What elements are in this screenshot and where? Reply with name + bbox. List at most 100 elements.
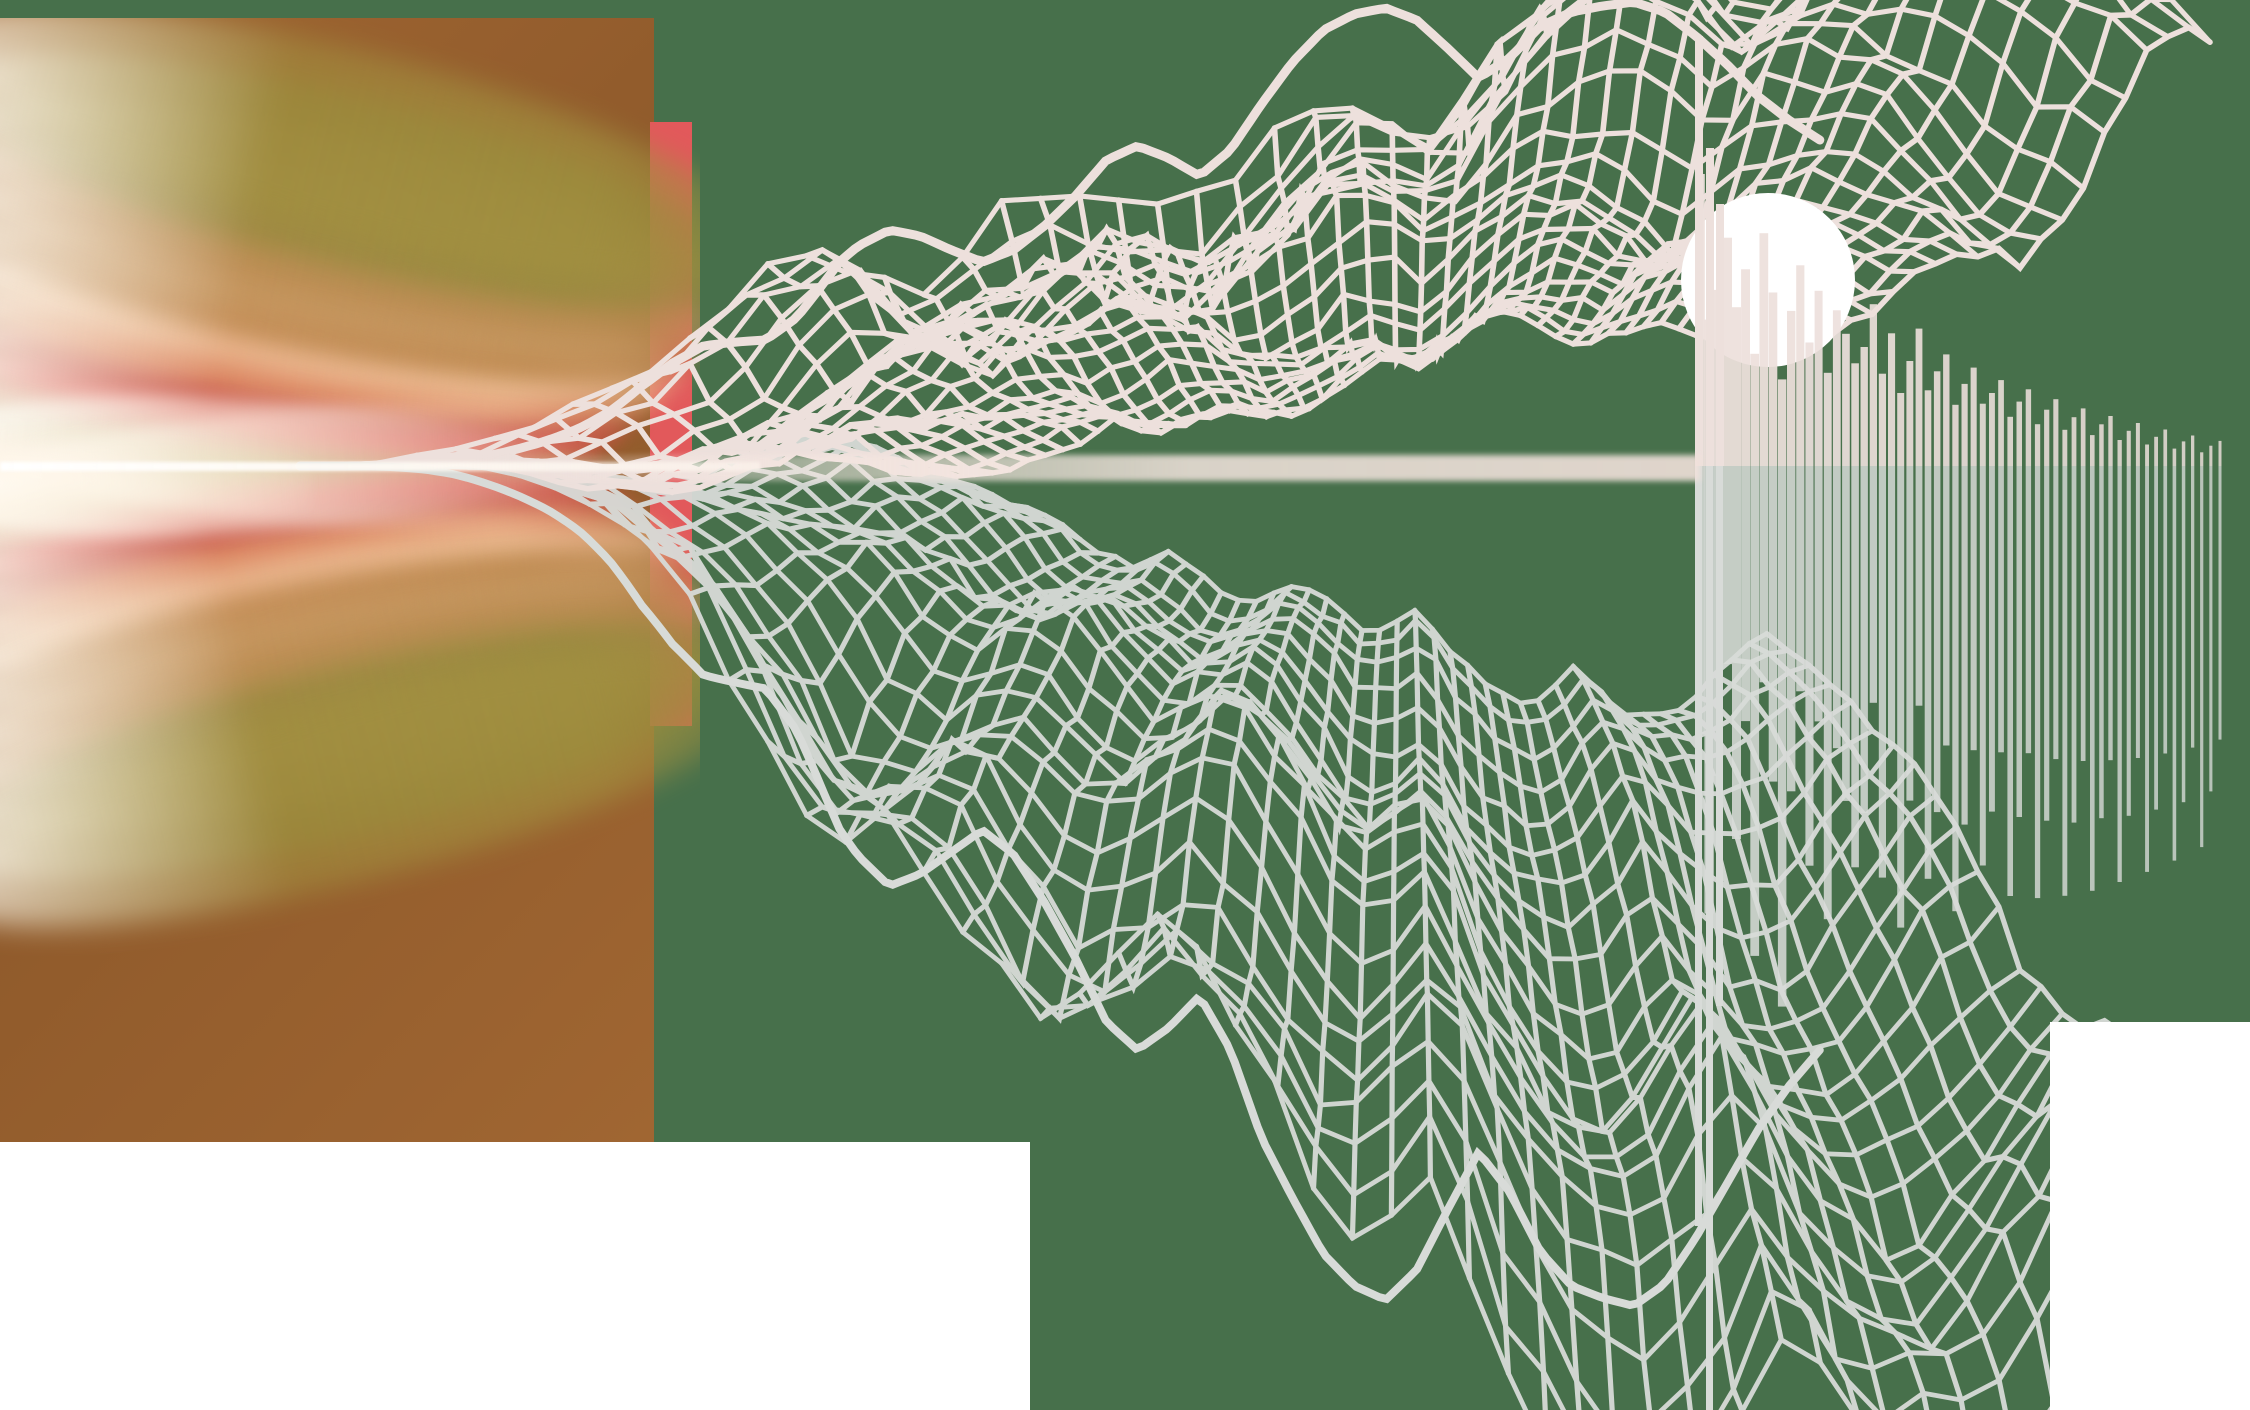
bar-needle-down xyxy=(2145,466,2149,872)
bar-needle-down xyxy=(1979,466,1986,866)
bar-needle-up xyxy=(2135,423,2140,466)
bar-needle-down xyxy=(1943,466,1950,746)
bar-needle-down xyxy=(2090,466,2095,891)
bar-needle-down xyxy=(1933,466,1941,813)
bar-needle-up xyxy=(2053,399,2059,466)
bar-needle-up xyxy=(2126,430,2131,466)
bar-needle-up xyxy=(2163,429,2168,466)
bar-needle-down xyxy=(1777,466,1787,1007)
bar-needle-down xyxy=(2200,466,2204,848)
bar-needle-down xyxy=(1842,466,1850,801)
bar-needle-down xyxy=(1998,466,2004,753)
bar-needle-down xyxy=(1741,466,1750,722)
bar-needle-up xyxy=(1952,404,1959,466)
bar-needle-down xyxy=(1768,466,1778,782)
bar-needle-up xyxy=(1989,393,1995,466)
bar-needle-up xyxy=(1787,310,1796,466)
bar-needle-up xyxy=(2044,409,2050,466)
bar-needle-up xyxy=(2181,441,2186,466)
bar-needle-down xyxy=(1906,466,1914,801)
bar-needle-up xyxy=(1832,310,1841,466)
bar-needle-down xyxy=(1722,466,1732,665)
bar-needle-down xyxy=(2126,466,2131,816)
bar-needle-up xyxy=(1888,333,1896,466)
bar-needle-up xyxy=(1805,342,1814,466)
bar-post-down xyxy=(1706,466,1713,1410)
bar-post-up xyxy=(1706,148,1714,466)
bar-needle-up xyxy=(1906,361,1914,466)
bar-needle-up xyxy=(1732,307,1741,466)
bar-needle-down xyxy=(2181,466,2186,803)
bar-needle-down xyxy=(2007,466,2013,896)
bar-needle-down xyxy=(1814,466,1823,722)
bar-needle-up xyxy=(2200,452,2204,466)
bar-needle-down xyxy=(1961,466,1968,825)
bar-needle-up xyxy=(1878,373,1886,466)
bar-needle-up xyxy=(1777,379,1787,466)
bar-needle-down xyxy=(2044,466,2050,821)
bar-needle-down xyxy=(2016,466,2022,817)
bar-post-down xyxy=(1695,466,1702,1226)
bar-needle-down xyxy=(2209,466,2213,792)
bar-needle-down xyxy=(1787,466,1796,792)
bar-needle-up xyxy=(2172,448,2177,466)
bar-needle-down xyxy=(1989,466,1995,812)
bar-needle-up xyxy=(1915,328,1923,466)
bar-needle-down xyxy=(2108,466,2113,761)
bar-needle-up xyxy=(1860,347,1868,466)
bar-needle-up xyxy=(2034,424,2041,466)
bar-needle-up xyxy=(2080,408,2086,466)
bar-needle-down xyxy=(1915,466,1923,706)
bar-needle-up xyxy=(1943,354,1950,466)
bar-needle-down xyxy=(2191,466,2195,748)
bar-post-up xyxy=(1716,204,1724,466)
chromatic-streak-field xyxy=(0,18,700,1142)
bar-needle-down xyxy=(1732,466,1741,839)
bar-needle-up xyxy=(1759,233,1769,466)
bar-needle-up xyxy=(2191,435,2195,466)
bar-needle-down xyxy=(1805,466,1814,866)
white-crop-bottom-left xyxy=(0,1142,1030,1410)
bar-needle-up xyxy=(1933,371,1941,466)
bar-needle-up xyxy=(2071,417,2077,466)
bar-needle-down xyxy=(2099,466,2104,819)
crest-outline xyxy=(295,0,1825,1310)
bar-needle-down xyxy=(2071,466,2077,823)
bar-needle-down xyxy=(1888,466,1896,747)
bar-needle-down xyxy=(1924,466,1932,879)
bar-needle-up xyxy=(1750,353,1760,466)
bar-needle-up xyxy=(2154,436,2158,466)
white-crop-bottom-right xyxy=(2050,1022,2250,1410)
bar-needle-down xyxy=(2025,466,2032,754)
bar-needle-down xyxy=(1952,466,1959,912)
bar-needle-down xyxy=(2218,466,2222,740)
bar-needle-up xyxy=(1979,403,1986,466)
bar-needle-up xyxy=(2145,444,2149,466)
bar-needle-down xyxy=(2117,466,2122,882)
bar-needle-down xyxy=(2080,466,2086,761)
bar-needle-up xyxy=(1768,292,1778,466)
bar-needle-up xyxy=(1897,393,1905,466)
bar-needle-down xyxy=(1796,466,1805,692)
bar-needle-up xyxy=(2117,440,2122,466)
bar-needle-down xyxy=(1759,466,1769,683)
bar-needle-down xyxy=(1869,466,1877,703)
bar-needle-down xyxy=(1750,466,1760,956)
bar-needle-down xyxy=(2172,466,2177,861)
bar-needle-up xyxy=(2090,435,2095,466)
bar-needle-down xyxy=(1970,466,1977,751)
bar-needle-down xyxy=(1832,466,1841,749)
bar-needle-up xyxy=(2025,389,2032,466)
bar-needle-down xyxy=(1851,466,1859,868)
bar-needle-up xyxy=(1924,390,1932,466)
bar-needle-up xyxy=(1998,380,2004,466)
bar-needle-up xyxy=(2209,445,2213,466)
bar-needle-down xyxy=(2062,466,2068,896)
bar-needle-up xyxy=(2016,401,2022,466)
bar-needle-up xyxy=(1961,383,1968,466)
bar-needle-up xyxy=(1796,265,1805,466)
bar-needle-up xyxy=(1722,237,1732,466)
